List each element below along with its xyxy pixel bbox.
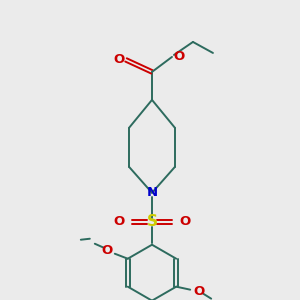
Text: O: O <box>113 215 125 228</box>
Text: S: S <box>146 214 158 229</box>
Text: O: O <box>113 53 125 66</box>
Text: N: N <box>146 186 158 199</box>
Text: O: O <box>101 244 112 257</box>
Text: O: O <box>194 285 205 298</box>
Text: O: O <box>173 50 184 63</box>
Text: O: O <box>179 215 191 228</box>
